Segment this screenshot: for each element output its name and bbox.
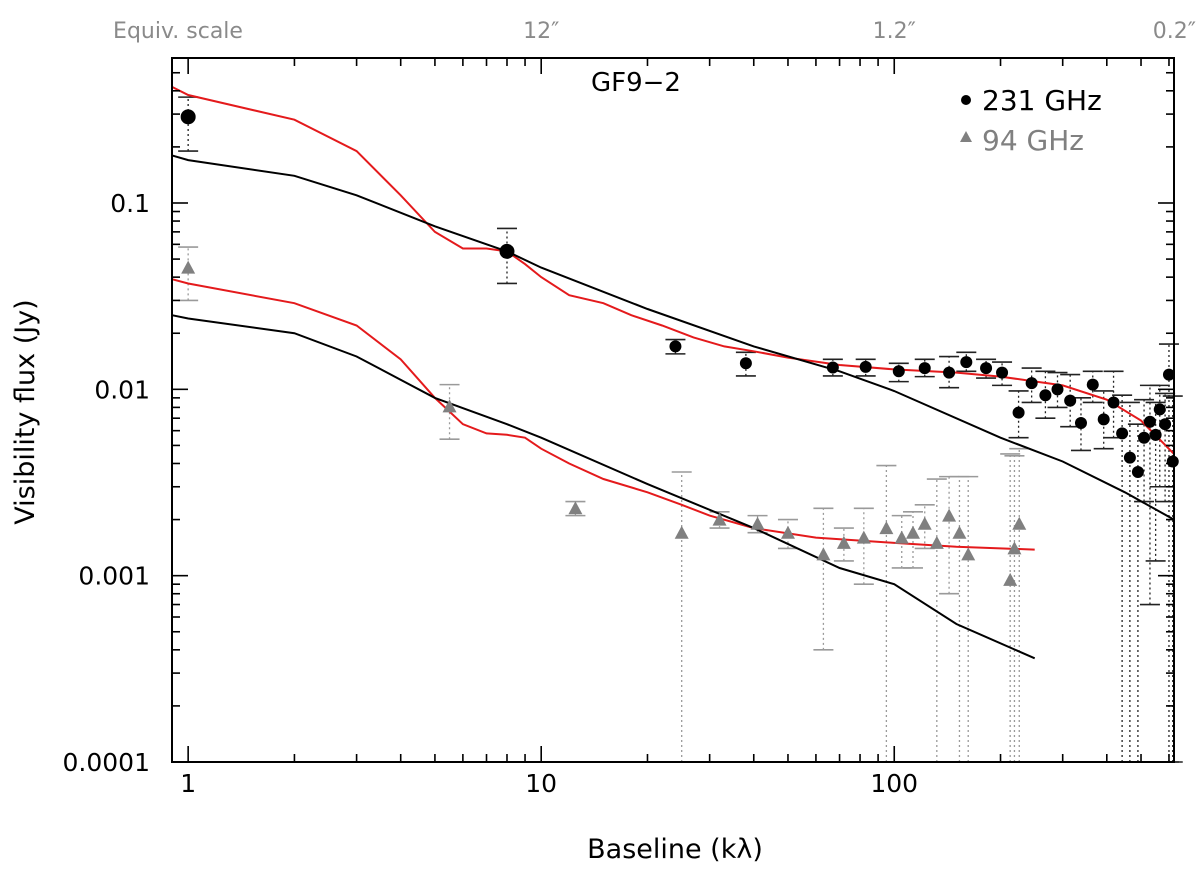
data-point-231ghz	[1025, 377, 1038, 390]
top-tick-label: 1.2″	[873, 19, 916, 44]
data-point-94ghz	[856, 530, 871, 544]
data-point-94ghz	[905, 525, 920, 539]
model-curve-3	[171, 278, 1035, 551]
legend-marker-94ghz	[960, 131, 972, 142]
data-point-231ghz	[1149, 428, 1162, 441]
data-point-231ghz	[943, 366, 956, 379]
data-point-231ghz	[180, 109, 196, 125]
data-point-231ghz	[739, 357, 752, 370]
data-point-231ghz	[1064, 394, 1077, 407]
top-tick-label: 0.2″	[1153, 19, 1196, 44]
data-point-94ghz	[961, 547, 976, 561]
data-point-231ghz	[892, 365, 905, 378]
y-tick-label: 0.01	[94, 375, 150, 404]
data-point-94ghz	[712, 512, 727, 526]
y-tick-label: 0.001	[78, 562, 150, 591]
data-point-231ghz	[960, 356, 973, 369]
plot-frame	[171, 57, 1175, 763]
data-point-231ghz	[1051, 383, 1064, 396]
model-curve-4	[171, 314, 1036, 660]
legend: 231 GHz 94 GHz	[960, 84, 1102, 157]
data-point-94ghz	[1012, 516, 1027, 530]
x-tick-label: 10	[525, 769, 557, 798]
data-point-94ghz	[568, 501, 583, 515]
data-point-94ghz	[952, 525, 967, 539]
data-point-94ghz	[442, 399, 457, 413]
legend-marker-231ghz	[961, 95, 971, 105]
data-point-94ghz	[929, 535, 944, 549]
data-point-231ghz	[826, 361, 839, 374]
data-point-231ghz	[1143, 415, 1156, 428]
data-point-94ghz	[942, 508, 957, 522]
data-point-94ghz	[674, 525, 689, 539]
data-point-94ghz	[1007, 541, 1022, 555]
data-point-231ghz	[918, 362, 931, 375]
x-axis-label: Baseline (kλ)	[587, 834, 763, 865]
model-curve-1	[171, 86, 1175, 455]
data-point-231ghz	[996, 366, 1009, 379]
data-point-231ghz	[1138, 431, 1151, 444]
y-tick-label: 0.0001	[63, 748, 150, 777]
data-markers	[180, 109, 1179, 586]
model-curves	[171, 86, 1175, 660]
data-point-231ghz	[1107, 396, 1120, 409]
data-point-94ghz	[780, 525, 795, 539]
data-point-231ghz	[1039, 389, 1052, 402]
data-point-231ghz	[1074, 416, 1087, 429]
data-point-94ghz	[1003, 572, 1018, 586]
data-point-231ghz	[980, 362, 993, 375]
data-point-94ghz	[879, 521, 894, 535]
data-point-231ghz	[1086, 378, 1099, 391]
data-point-231ghz	[1162, 368, 1175, 381]
y-axis-label: Visibility flux (Jy)	[10, 299, 41, 524]
data-point-231ghz	[1012, 406, 1025, 419]
data-point-231ghz	[1131, 466, 1144, 479]
data-point-231ghz	[859, 360, 872, 373]
x-tick-label: 100	[870, 769, 918, 798]
chart-title: GF9−2	[591, 68, 681, 98]
data-point-231ghz	[1153, 403, 1166, 416]
legend-label-231ghz: 231 GHz	[982, 84, 1102, 117]
data-point-94ghz	[836, 535, 851, 549]
data-point-231ghz	[1116, 427, 1129, 440]
x-tick-label: 1	[180, 769, 196, 798]
error-bars	[178, 96, 1183, 763]
data-point-94ghz	[917, 516, 932, 530]
data-point-231ghz	[669, 340, 682, 353]
y-tick-label: 0.1	[110, 189, 150, 218]
data-point-94ghz	[816, 547, 831, 561]
legend-label-94ghz: 94 GHz	[982, 124, 1084, 157]
data-point-231ghz	[1166, 455, 1179, 468]
data-point-231ghz	[1123, 451, 1136, 464]
data-point-94ghz	[894, 530, 909, 544]
data-point-94ghz	[181, 260, 196, 274]
model-curve-2	[171, 154, 1175, 521]
data-point-231ghz	[499, 243, 515, 259]
top-axis-title: Equiv. scale	[113, 19, 243, 44]
axes	[171, 57, 1175, 763]
data-point-231ghz	[1159, 418, 1172, 431]
tick-labels: 1 10 100 0.0001 0.001 0.01 0.1 12″ 1.2″ 0.2″	[63, 19, 1196, 798]
top-tick-label: 12″	[523, 19, 559, 44]
data-point-231ghz	[1097, 413, 1110, 426]
data-point-94ghz	[750, 516, 765, 530]
